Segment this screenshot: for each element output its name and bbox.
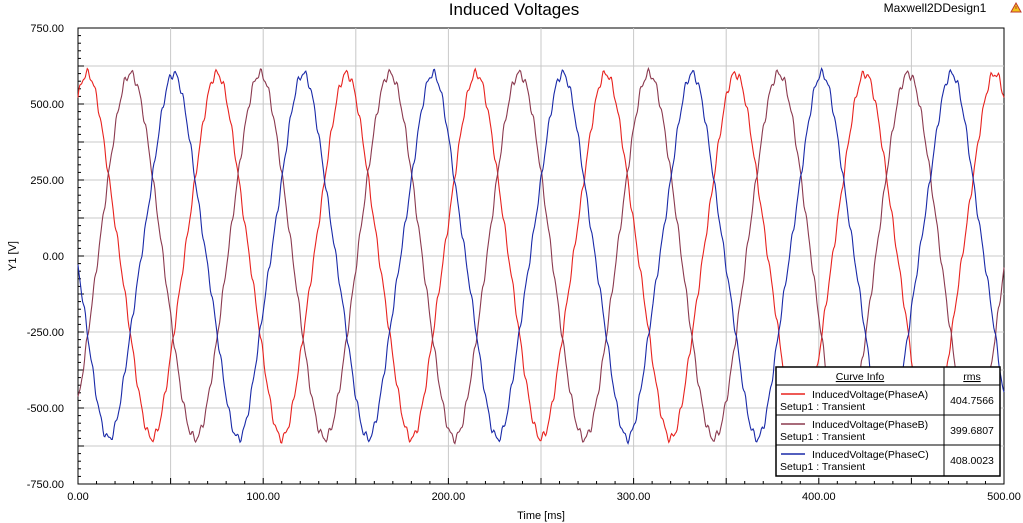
- legend-header-curve-info: Curve Info: [836, 371, 885, 383]
- x-tick-label: 400.00: [802, 491, 836, 503]
- legend-series-setup-phase-b: Setup1 : Transient: [780, 431, 865, 443]
- y-tick-label: 250.00: [30, 175, 64, 187]
- series-line-phase-a: [77, 67, 1005, 444]
- chart-title: Induced Voltages: [449, 0, 579, 19]
- x-tick-label: 300.00: [617, 491, 651, 503]
- legend-series-setup-phase-c: Setup1 : Transient: [780, 461, 865, 473]
- legend[interactable]: Curve Info rms InducedVoltage(PhaseA) Se…: [775, 366, 1001, 477]
- x-tick-label: 200.00: [432, 491, 466, 503]
- x-axis-label: Time [ms]: [517, 510, 565, 522]
- y-tick-labels: 750.00 500.00 250.00 0.00 -250.00 -500.00 -750…: [27, 23, 64, 491]
- series-line-phase-c: [77, 67, 1005, 445]
- y-tick-label: -500.00: [27, 403, 64, 415]
- legend-rms-phase-b: 399.6807: [950, 425, 994, 437]
- x-tick-labels: 0.00 100.00 200.00 300.00 400.00 500.00: [67, 491, 1021, 503]
- warning-icon[interactable]: [1010, 1, 1022, 13]
- legend-series-name-phase-b: InducedVoltage(PhaseB): [812, 419, 928, 431]
- x-tick-label: 0.00: [67, 491, 88, 503]
- y-tick-label: -250.00: [27, 327, 64, 339]
- legend-series-setup-phase-a: Setup1 : Transient: [780, 401, 865, 413]
- y-tick-label: 500.00: [30, 99, 64, 111]
- y-tick-label: 0.00: [43, 251, 64, 263]
- x-tick-label: 100.00: [246, 491, 280, 503]
- y-tick-label: -750.00: [27, 479, 64, 491]
- grid: [78, 28, 1004, 484]
- y-tick-label: 750.00: [30, 23, 64, 35]
- legend-series-name-phase-c: InducedVoltage(PhaseC): [812, 449, 929, 461]
- design-name: Maxwell2DDesign1: [884, 1, 987, 15]
- legend-rms-phase-c: 408.0023: [950, 455, 994, 467]
- x-tick-label: 500.00: [987, 491, 1021, 503]
- minor-ticks: [77, 27, 1005, 485]
- legend-rms-phase-a: 404.7566: [950, 395, 994, 407]
- legend-header-rms: rms: [963, 371, 981, 383]
- legend-series-name-phase-a: InducedVoltage(PhaseA): [812, 389, 928, 401]
- y-axis-label: Y1 [V]: [7, 241, 19, 271]
